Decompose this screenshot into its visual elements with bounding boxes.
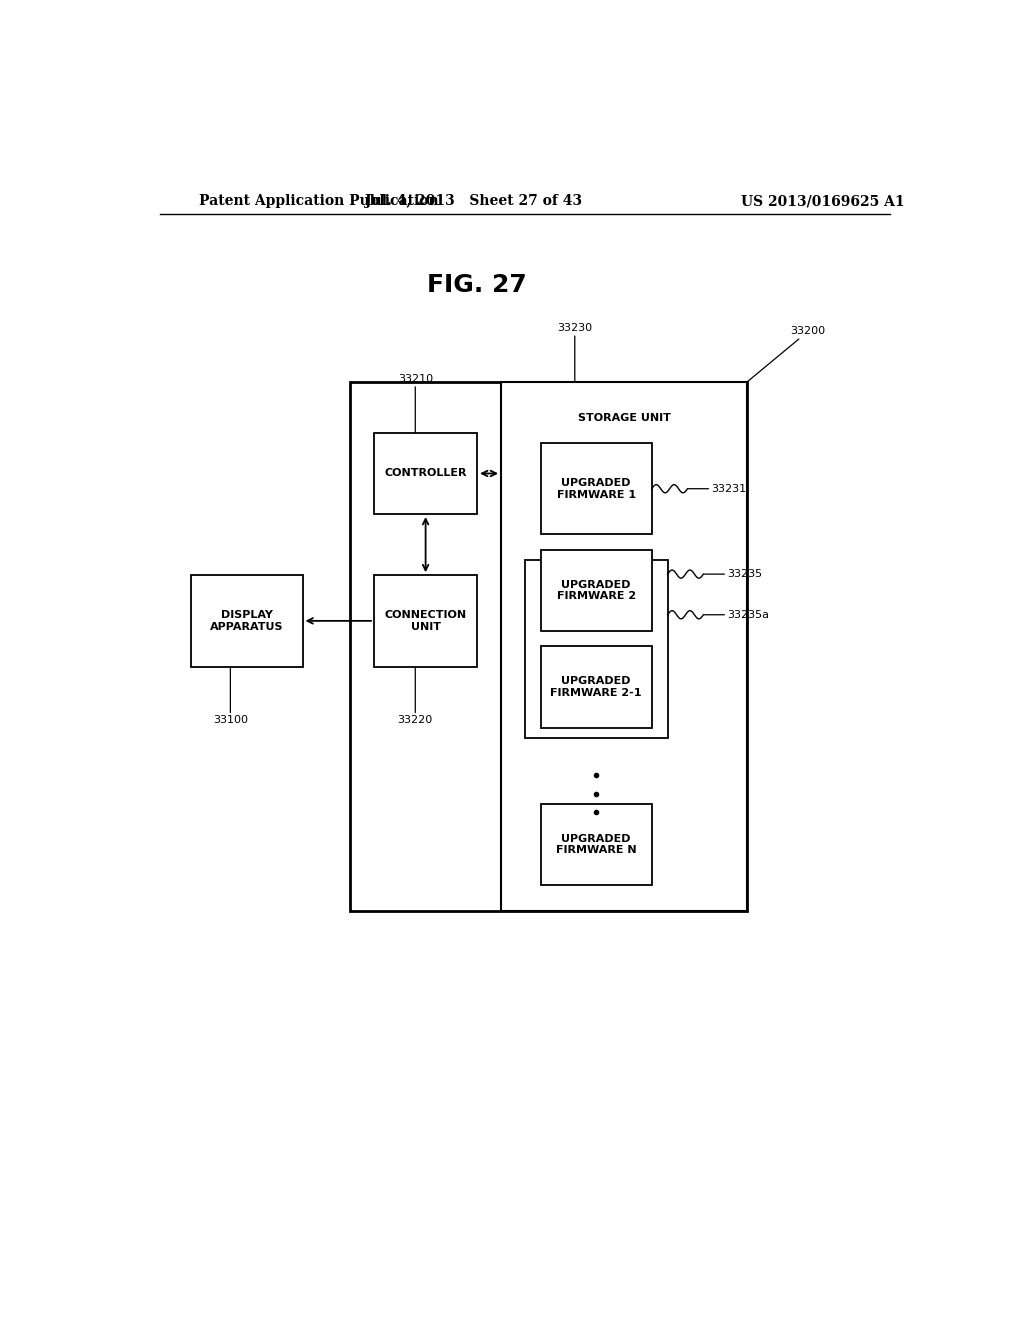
Text: UPGRADED
FIRMWARE 2-1: UPGRADED FIRMWARE 2-1 (551, 676, 642, 698)
FancyBboxPatch shape (541, 647, 652, 727)
FancyBboxPatch shape (374, 433, 477, 515)
Text: 33235a: 33235a (705, 610, 769, 620)
Text: Patent Application Publication: Patent Application Publication (200, 194, 439, 209)
Text: UPGRADED
FIRMWARE N: UPGRADED FIRMWARE N (556, 834, 637, 855)
Text: US 2013/0169625 A1: US 2013/0169625 A1 (740, 194, 904, 209)
Text: 33230: 33230 (557, 323, 592, 381)
Text: 33210: 33210 (397, 374, 433, 433)
Text: DISPLAY
APPARATUS: DISPLAY APPARATUS (210, 610, 284, 632)
Text: 33100: 33100 (213, 667, 248, 726)
FancyBboxPatch shape (524, 560, 668, 738)
Text: UPGRADED
FIRMWARE 2: UPGRADED FIRMWARE 2 (557, 579, 636, 601)
Text: STORAGE UNIT: STORAGE UNIT (578, 413, 671, 422)
Text: CONTROLLER: CONTROLLER (384, 469, 467, 478)
FancyBboxPatch shape (350, 381, 748, 911)
Text: 33220: 33220 (397, 667, 433, 726)
FancyBboxPatch shape (374, 576, 477, 667)
Text: UPGRADED
FIRMWARE 1: UPGRADED FIRMWARE 1 (557, 478, 636, 499)
Text: 33235: 33235 (705, 569, 762, 579)
FancyBboxPatch shape (541, 444, 652, 535)
FancyBboxPatch shape (541, 549, 652, 631)
Text: 33231: 33231 (688, 483, 746, 494)
FancyBboxPatch shape (501, 381, 748, 911)
Text: 33200: 33200 (748, 326, 825, 381)
FancyBboxPatch shape (541, 804, 652, 886)
FancyBboxPatch shape (191, 576, 303, 667)
Text: FIG. 27: FIG. 27 (427, 273, 527, 297)
Text: Jul. 4, 2013   Sheet 27 of 43: Jul. 4, 2013 Sheet 27 of 43 (365, 194, 582, 209)
Text: CONNECTION
UNIT: CONNECTION UNIT (385, 610, 467, 632)
